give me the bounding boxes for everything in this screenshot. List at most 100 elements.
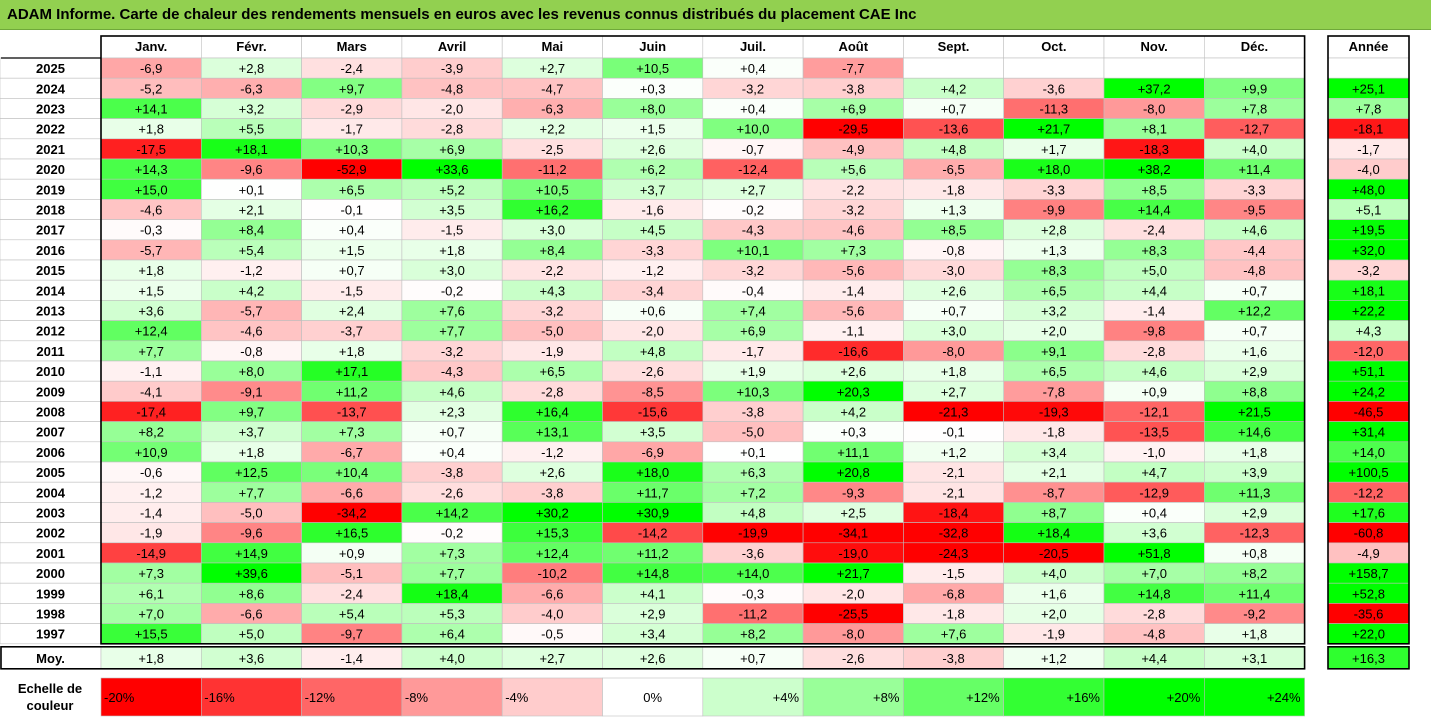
heatmap-cell-label: +2,2 [540,122,566,137]
heatmap-cell-label: -0,1 [341,203,363,218]
heatmap-cell-label: +1,8 [941,364,967,379]
heatmap-cell-label: +0,4 [740,102,766,117]
heatmap-cell-label: +38,2 [1138,162,1171,177]
average-border [0,645,1306,670]
heatmap-cell-label: -4,6 [240,324,262,339]
heatmap-cell-label: -4,1 [140,384,162,399]
annual-header: Année [1349,39,1389,54]
heatmap-cell-label: +3,4 [640,627,666,642]
heatmap-cell-label: -6,3 [240,81,262,96]
average-annual-border [1327,645,1410,670]
heatmap-cell-label: +18,4 [436,586,469,601]
heatmap-cell-label: -6,9 [140,61,162,76]
heatmap-cell-label: -2,4 [341,61,363,76]
heatmap-cell-label: +37,2 [1138,81,1171,96]
heatmap-cell-label: +12,4 [135,324,168,339]
heatmap-cell-label: -1,2 [240,263,262,278]
heatmap-cell-label: +14,8 [636,566,669,581]
heatmap-cell-label: -1,4 [1143,304,1165,319]
heatmap-cell-label: +2,7 [540,61,566,76]
heatmap-cell-label: +21,7 [1037,122,1070,137]
heatmap-cell-label: -3,3 [641,243,663,258]
year-label: 2006 [36,445,65,460]
heatmap-cell-label: +8,7 [1041,506,1067,521]
heatmap-cell-label: +0,9 [339,546,365,561]
heatmap-cell-label: +3,5 [439,203,465,218]
average-cell-label: +3,1 [1242,651,1268,666]
heatmap-cell-label: -3,8 [541,485,563,500]
heatmap-cell-label: +2,9 [1242,364,1268,379]
heatmap-cell-label: -12,4 [738,162,768,177]
heatmap-cell-label: -4,6 [842,223,864,238]
scale-label: +16% [1066,690,1100,705]
heatmap-cell-label: +3,6 [138,304,164,319]
scale-swatch [301,677,403,717]
heatmap-cell-label: +4,0 [1041,566,1067,581]
heatmap-cell-label: -1,4 [842,283,864,298]
annual-cell-label: -35,6 [1354,607,1384,622]
heatmap-cell-label: +6,5 [540,364,566,379]
heatmap-cell-label: -3,3 [1043,182,1065,197]
heatmap-cell-label: -1,6 [641,203,663,218]
heatmap-cell-label: -0,7 [742,142,764,157]
heatmap-cell-label: -5,2 [140,81,162,96]
heatmap-cell-label: +0,7 [1242,283,1268,298]
heatmap-cell-label: +1,5 [640,122,666,137]
heatmap-cell-label: +6,5 [1041,364,1067,379]
month-header-7: Juil. [740,39,766,54]
heatmap-cell-label: +7,0 [1141,566,1167,581]
heatmap-cell-label: +4,0 [1242,142,1268,157]
heatmap-cell-label: +11,1 [837,445,869,460]
heatmap-cell-label: +2,1 [1041,465,1067,480]
month-header-11: Nov. [1141,39,1168,54]
heatmap-cell-label: -5,0 [541,324,563,339]
heatmap-cell-label: -10,2 [538,566,568,581]
heatmap-cell-label: +12,5 [235,465,268,480]
heatmap-cell-label: +3,0 [941,324,967,339]
heatmap-cell-label: -6,5 [942,162,964,177]
heatmap-cell-label: +11,4 [1238,586,1270,601]
year-label: 2013 [36,304,65,319]
year-label: 2007 [36,425,65,440]
heatmap-cell-label: -1,2 [541,445,563,460]
scale-swatch [1204,677,1305,717]
year-label: 2017 [36,223,65,238]
heatmap-cell-label: -20,5 [1039,546,1069,561]
year-label: 2010 [36,364,65,379]
heatmap-cell-label: -1,7 [341,122,363,137]
heatmap-cell-label: +6,5 [1041,283,1067,298]
heatmap-cell-label: -2,0 [842,586,864,601]
heatmap-cell-label: +10,5 [536,182,569,197]
average-cell-label: +4,4 [1141,651,1167,666]
heatmap-cell-label: -0,4 [742,283,764,298]
heatmap-cell-label: -4,7 [541,81,563,96]
heatmap-cell-label: -1,1 [140,364,162,379]
heatmap-cell-label: +39,6 [235,566,268,581]
heatmap-cell-label: +10,3 [736,384,769,399]
heatmap-cell-label: -3,2 [441,344,463,359]
heatmap-cell-label: -5,7 [140,243,162,258]
heatmap-cell-label: +20,3 [837,384,870,399]
year-label: 2002 [36,526,65,541]
heatmap-cell-label: +6,9 [740,324,766,339]
heatmap-cell-label: +14,1 [135,102,168,117]
heatmap-cell-label: +15,5 [135,627,168,642]
heatmap-cell-label: +3,4 [1041,445,1067,460]
heatmap-cell-label: -5,6 [842,304,864,319]
month-header-4: Avril [438,39,466,54]
heatmap-cell-label: +0,1 [740,445,766,460]
annual-cell-label: +7,8 [1356,102,1382,117]
annual-cell-label: -46,5 [1354,405,1384,420]
heatmap-cell-label: +2,6 [540,465,566,480]
heatmap-cell-label: +4,1 [640,586,666,601]
heatmap-cell-label: -8,7 [1043,485,1065,500]
scale-swatch [501,677,603,717]
heatmap-cell-label: -2,8 [1143,607,1165,622]
heatmap-cell-label: +7,6 [439,304,465,319]
heatmap-cell-label: +1,8 [339,344,365,359]
heatmap-cell-label: +8,3 [1141,243,1167,258]
heatmap-cell-label: -3,8 [742,405,764,420]
year-label: 2019 [36,182,65,197]
annual-cell-label: +24,2 [1352,384,1385,399]
